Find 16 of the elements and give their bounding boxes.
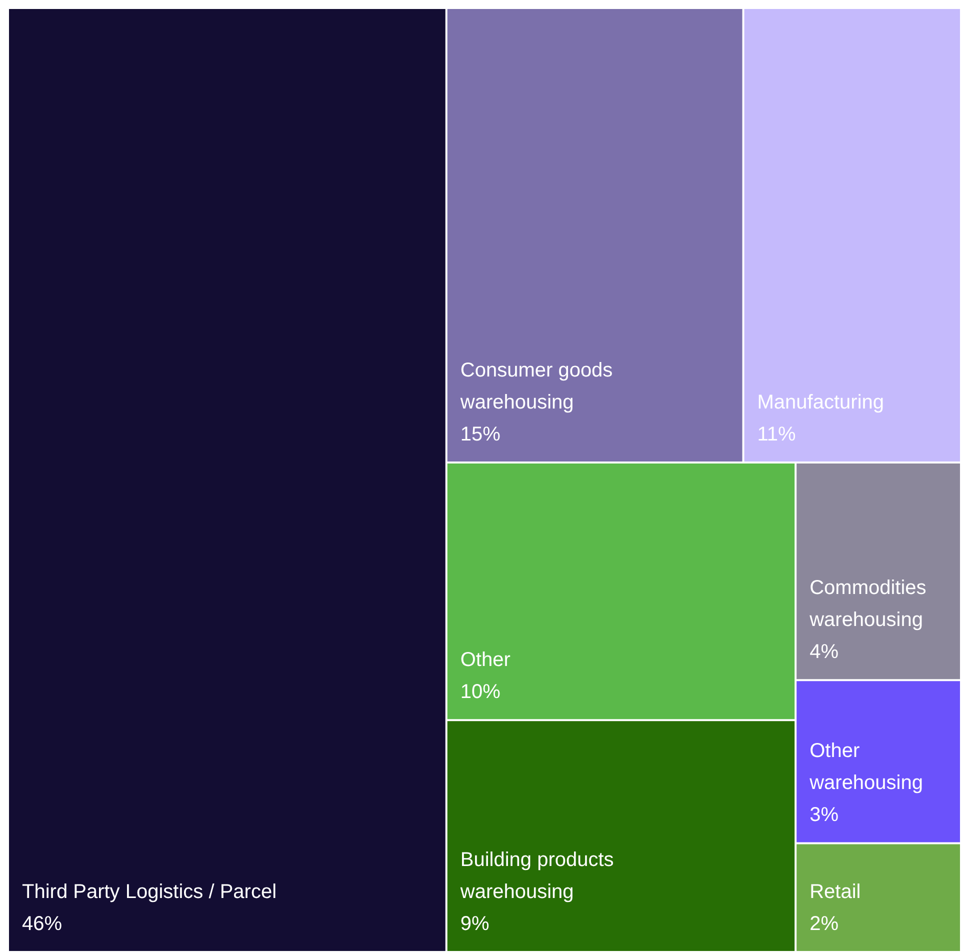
data-label: 3% <box>810 804 839 826</box>
data-label: 4% <box>810 641 839 664</box>
category-label: Building products warehousing <box>459 849 614 903</box>
category-label: Other warehousing <box>808 740 924 794</box>
category-label: Retail <box>810 881 861 903</box>
data-label: 2% <box>810 913 839 935</box>
category-label: Other <box>460 649 511 672</box>
data-label: 15% <box>460 424 501 446</box>
data-label: 10% <box>460 681 501 704</box>
category-label: Commodities warehousing <box>808 577 926 632</box>
data-label: 11% <box>757 424 796 446</box>
data-label: 9% <box>460 913 490 935</box>
category-label: Manufacturing <box>757 392 884 414</box>
data-label: 46% <box>22 913 62 935</box>
category-label: Third Party Logistics / Parcel <box>22 881 277 903</box>
category-label: Consumer goods warehousing <box>459 360 613 414</box>
